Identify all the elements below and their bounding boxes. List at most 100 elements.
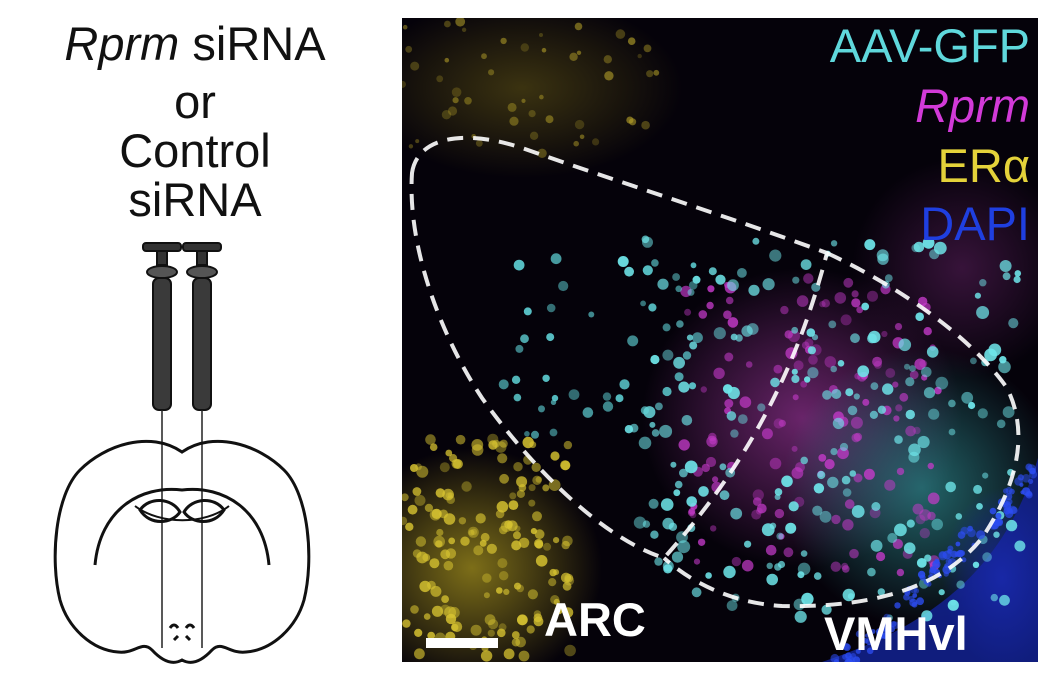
cell-dot: [588, 311, 595, 318]
cell-dot: [1008, 318, 1019, 329]
cannula-right-icon: [182, 242, 222, 648]
cell-dot: [746, 323, 759, 335]
cell-dot: [650, 530, 659, 539]
cell-dot: [527, 589, 538, 600]
cell-dot: [879, 629, 889, 639]
cell-dot: [851, 290, 859, 298]
cell-dot: [804, 376, 811, 383]
cell-dot: [723, 565, 736, 579]
cell-dot: [822, 390, 832, 400]
cell-dot: [657, 278, 669, 290]
cell-dot: [774, 494, 781, 500]
cell-dot: [674, 480, 683, 489]
cell-dot: [673, 489, 681, 497]
cell-dot: [533, 616, 544, 627]
cell-dot: [857, 365, 870, 378]
cell-dot: [972, 561, 980, 568]
cell-dot: [627, 37, 636, 45]
cell-dot: [801, 592, 814, 606]
cell-dot: [1029, 467, 1036, 475]
cell-dot: [725, 296, 734, 305]
cell-dot: [511, 631, 520, 639]
cell-dot: [427, 631, 436, 640]
cell-dot: [443, 560, 454, 571]
cell-dot: [938, 551, 947, 559]
cell-dot: [842, 519, 854, 531]
cell-dot: [929, 249, 940, 260]
cell-dot: [828, 320, 837, 329]
cell-dot: [684, 308, 692, 316]
cell-dot: [847, 405, 858, 416]
cell-dot: [444, 57, 450, 63]
cell-dot: [524, 431, 530, 437]
cell-dot: [414, 494, 426, 506]
cell-dot: [856, 306, 864, 314]
cell-dot: [947, 549, 952, 554]
cell-dot: [436, 75, 444, 83]
cell-dot: [546, 333, 555, 342]
cell-dot: [783, 547, 794, 558]
cell-dot: [855, 630, 863, 638]
cell-dot: [812, 505, 823, 516]
cell-dot: [670, 461, 677, 468]
cell-dot: [448, 537, 456, 545]
cell-dot: [689, 511, 697, 519]
cell-dot: [429, 443, 438, 452]
cell-dot: [461, 27, 467, 32]
cell-dot: [976, 503, 983, 510]
cell-dot: [509, 116, 519, 126]
cell-dot: [818, 454, 827, 462]
cell-dot: [807, 346, 816, 355]
cell-dot: [452, 97, 459, 104]
cell-dot: [832, 417, 845, 430]
cell-dot: [550, 399, 557, 405]
cell-dot: [624, 425, 634, 434]
cell-dot: [564, 644, 576, 657]
cell-dot: [626, 116, 634, 124]
cell-dot: [791, 326, 799, 334]
cell-dot: [678, 381, 690, 393]
cell-dot: [919, 574, 926, 581]
cell-dot: [853, 656, 861, 662]
schematic-title-line-4: siRNA: [128, 173, 262, 226]
cell-dot: [408, 144, 414, 149]
cell-dot: [882, 383, 894, 395]
cell-dot: [537, 148, 547, 158]
cell-dot: [869, 410, 878, 419]
cell-dot: [497, 558, 508, 569]
cell-dot: [864, 239, 876, 251]
cell-dot: [894, 435, 903, 444]
cell-dot: [793, 360, 804, 371]
cell-dot: [514, 582, 521, 590]
cell-dot: [541, 47, 547, 53]
cell-dot: [475, 513, 486, 524]
cell-dot: [542, 374, 550, 382]
cell-dot: [813, 572, 822, 580]
cell-dot: [518, 537, 530, 548]
cell-dot: [554, 606, 563, 615]
cell-dot: [967, 525, 973, 532]
cell-dot: [752, 237, 760, 245]
cell-dot: [916, 558, 927, 568]
cell-dot: [650, 354, 660, 365]
cell-dot: [531, 462, 541, 472]
cell-dot: [970, 357, 977, 365]
cell-dot: [442, 488, 454, 501]
cell-dot: [917, 435, 930, 449]
cell-dot: [921, 610, 933, 622]
cell-dot: [513, 531, 521, 540]
cell-dot: [909, 365, 916, 372]
cell-dot: [681, 415, 693, 426]
cell-dot: [803, 273, 814, 284]
vmhvl-dashed-outline: [662, 251, 1021, 609]
cell-dot: [422, 553, 431, 562]
cell-dot: [499, 525, 508, 535]
cell-dot: [927, 511, 936, 521]
cell-dot: [423, 613, 431, 620]
cell-dot: [531, 430, 539, 439]
cell-dot: [870, 382, 879, 390]
cell-dot: [573, 140, 579, 147]
cell-dot: [830, 653, 840, 662]
cell-dot: [410, 464, 418, 472]
cell-dot: [439, 462, 450, 473]
